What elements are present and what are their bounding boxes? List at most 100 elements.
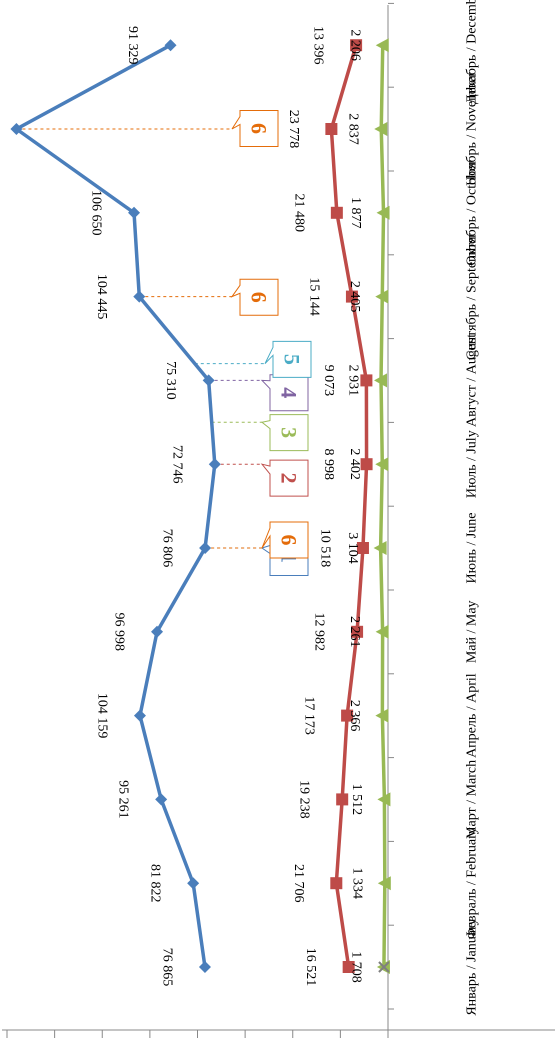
data-point xyxy=(345,290,358,303)
data-label: 2 402 xyxy=(347,448,362,480)
data-labels: 76 865 81 822 95 261 104 159 96 998 76 806 72 … xyxy=(89,26,365,987)
annotation-box xyxy=(260,459,309,497)
data-label: 95 261 xyxy=(116,780,131,819)
data-label: 81 822 xyxy=(148,864,163,903)
data-label: 106 650 xyxy=(89,190,104,236)
data-point xyxy=(375,457,389,472)
data-point xyxy=(336,793,349,806)
data-label: 91 329 xyxy=(125,26,140,64)
data-label: 12 982 xyxy=(312,613,327,652)
annotation-label: 6 xyxy=(247,123,272,134)
data-label: 72 746 xyxy=(169,445,184,484)
series-line xyxy=(14,43,217,968)
data-label: 2 206 xyxy=(347,29,362,61)
category-label: Февраль / February xyxy=(465,827,480,939)
annotation-box xyxy=(260,414,309,452)
data-label: 8 998 xyxy=(321,448,336,480)
data-label: 2 931 xyxy=(346,365,361,397)
data-point xyxy=(377,876,391,891)
data-point xyxy=(375,624,389,639)
series-line xyxy=(378,45,387,968)
data-label: 2 261 xyxy=(347,616,362,648)
data-point xyxy=(164,39,177,52)
data-label: 1 877 xyxy=(348,197,363,229)
data-point xyxy=(356,542,369,554)
data-point xyxy=(378,961,390,973)
category-label: Январь / January xyxy=(465,918,480,1015)
data-label: 76 806 xyxy=(160,529,175,568)
data-label: 96 998 xyxy=(112,613,127,652)
category-label: Август / August xyxy=(465,334,480,427)
data-point xyxy=(374,373,388,388)
data-point xyxy=(151,625,164,638)
data-point xyxy=(202,374,215,387)
annotation-label: 3 xyxy=(277,427,302,438)
data-point xyxy=(208,458,221,471)
data-point xyxy=(350,39,363,52)
data-point xyxy=(198,961,211,973)
category-label: Октябрь / October xyxy=(465,160,480,266)
data-label: 104 159 xyxy=(94,693,109,739)
data-label: 16 521 xyxy=(303,948,318,987)
data-label: 19 238 xyxy=(297,780,312,819)
data-point xyxy=(199,542,212,554)
data-point xyxy=(374,122,388,136)
data-label: 2 837 xyxy=(346,113,361,145)
category-label: Июль / July xyxy=(465,430,480,498)
data-point xyxy=(360,374,373,387)
series-layer xyxy=(10,38,391,974)
data-point xyxy=(375,38,389,53)
category-label: Ноябрь / November xyxy=(465,72,480,186)
data-point xyxy=(376,205,390,220)
annotation-box xyxy=(260,374,309,412)
data-point xyxy=(128,206,141,219)
data-label: 17 173 xyxy=(302,696,317,735)
data-label: 75 310 xyxy=(163,361,178,400)
data-label: 76 865 xyxy=(159,948,174,987)
annotation-label: 4 xyxy=(277,387,302,398)
category-label: Март / March xyxy=(465,760,480,839)
category-label: Май / May xyxy=(465,600,480,663)
data-label: 13 396 xyxy=(311,26,326,64)
data-point xyxy=(375,289,389,304)
data-label: 21 480 xyxy=(291,194,306,233)
annotation-box xyxy=(231,110,279,147)
annotation-label: 2 xyxy=(277,473,302,484)
data-point xyxy=(330,877,343,890)
data-point xyxy=(325,123,338,135)
data-label: 2 405 xyxy=(347,281,362,313)
data-label: 1 708 xyxy=(348,951,363,983)
data-point xyxy=(133,290,146,303)
data-point xyxy=(375,708,389,723)
data-label: 1 334 xyxy=(349,867,364,899)
data-label: 1 512 xyxy=(349,784,364,816)
data-label: 23 778 xyxy=(286,110,301,149)
data-point xyxy=(360,458,373,471)
annotation-box xyxy=(261,521,309,559)
category-label: Апрель / April xyxy=(465,673,480,758)
data-label: 9 073 xyxy=(321,365,336,397)
annotation-box xyxy=(264,340,312,378)
series-line xyxy=(329,44,369,968)
annotation-box xyxy=(230,278,279,316)
data-label: 15 144 xyxy=(306,277,321,316)
annotations: 16234566 xyxy=(16,110,312,576)
data-label: 10 518 xyxy=(317,529,332,568)
data-label: 3 104 xyxy=(345,532,360,564)
data-label: 2 366 xyxy=(347,700,362,732)
annotation-label: 6 xyxy=(277,535,302,546)
data-point xyxy=(341,709,354,722)
data-point xyxy=(155,793,168,806)
category-label: Июнь / June xyxy=(465,513,480,584)
data-point xyxy=(351,625,364,638)
data-point xyxy=(187,877,200,890)
data-label: 21 706 xyxy=(291,864,306,903)
data-point xyxy=(10,123,23,135)
category-label: Сентябрь / September xyxy=(465,233,480,360)
data-point xyxy=(377,792,391,807)
data-label: 104 445 xyxy=(94,274,109,320)
annotation-label: 5 xyxy=(280,354,305,365)
data-point xyxy=(133,709,146,722)
